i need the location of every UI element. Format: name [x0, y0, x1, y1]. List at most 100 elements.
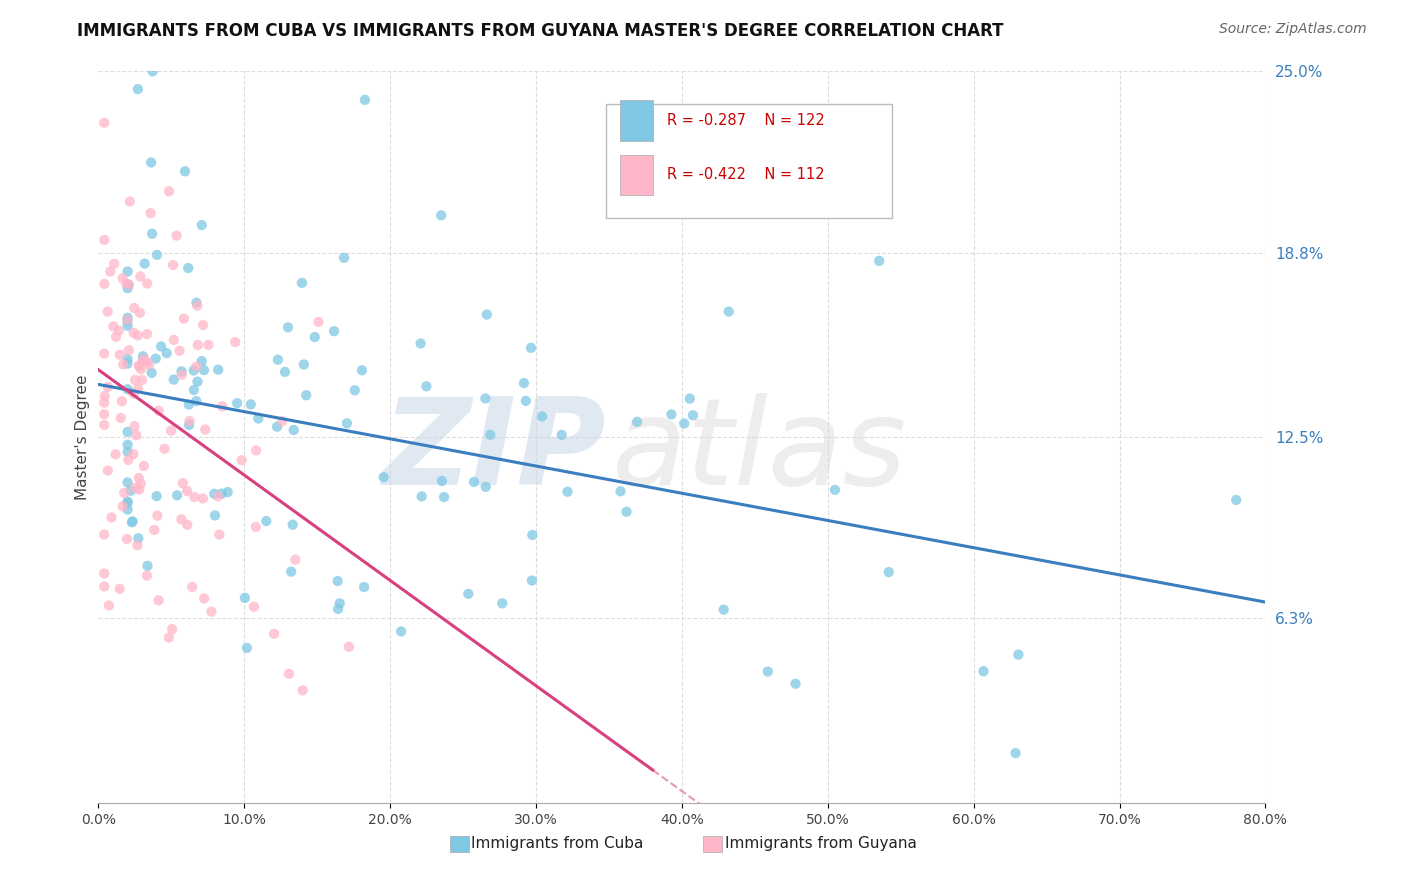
Point — [128, 359, 150, 373]
Point — [824, 483, 846, 497]
Point — [202, 487, 225, 501]
Point — [474, 392, 496, 406]
Point — [291, 683, 314, 698]
Point — [557, 484, 579, 499]
Point — [112, 357, 135, 371]
Point — [93, 527, 115, 541]
Point — [156, 346, 179, 360]
Point — [142, 64, 165, 78]
Point — [277, 320, 299, 334]
Point — [124, 373, 146, 387]
Point — [373, 470, 395, 484]
Point — [354, 93, 377, 107]
Point — [785, 677, 807, 691]
Point — [409, 336, 432, 351]
Point — [122, 386, 145, 401]
Point — [148, 404, 170, 418]
Point — [176, 484, 198, 499]
Point — [245, 443, 267, 458]
Point — [117, 318, 139, 333]
Point — [105, 329, 128, 343]
Point — [136, 277, 159, 291]
Point — [160, 424, 183, 438]
Point — [136, 327, 159, 342]
Point — [132, 352, 155, 367]
Text: Source: ZipAtlas.com: Source: ZipAtlas.com — [1219, 22, 1367, 37]
Point — [124, 481, 146, 495]
Point — [183, 490, 205, 504]
Point — [117, 314, 139, 328]
Point — [117, 264, 139, 278]
Point — [551, 427, 574, 442]
Point — [108, 582, 131, 596]
Point — [186, 295, 208, 310]
Point — [103, 257, 125, 271]
Point — [266, 419, 288, 434]
Point — [491, 596, 513, 610]
Point — [267, 352, 290, 367]
Point — [616, 505, 638, 519]
Point — [292, 358, 315, 372]
Point — [117, 357, 139, 371]
Point — [193, 363, 215, 377]
Point — [128, 483, 150, 497]
Point — [520, 341, 543, 355]
Point — [415, 379, 437, 393]
Point — [122, 326, 145, 340]
Point — [522, 528, 544, 542]
Point — [271, 414, 294, 428]
Point — [323, 324, 346, 338]
Point — [136, 568, 159, 582]
Point — [1004, 746, 1026, 760]
Point — [211, 486, 233, 500]
Point — [463, 475, 485, 489]
Point — [304, 330, 326, 344]
Point — [194, 423, 217, 437]
Point — [661, 408, 683, 422]
Point — [433, 490, 456, 504]
Point — [411, 490, 433, 504]
Point — [129, 476, 152, 491]
Point — [136, 355, 159, 369]
Point — [183, 383, 205, 397]
Point — [118, 194, 141, 209]
Point — [148, 593, 170, 607]
Point — [186, 375, 208, 389]
Point — [117, 475, 139, 490]
Point — [117, 496, 139, 510]
Text: Immigrants from Cuba: Immigrants from Cuba — [471, 837, 644, 851]
Point — [336, 417, 359, 431]
Point — [191, 318, 214, 332]
Point — [117, 281, 139, 295]
Point — [224, 335, 246, 350]
Point — [284, 552, 307, 566]
Point — [120, 483, 142, 498]
Point — [93, 417, 115, 432]
Point — [118, 343, 141, 358]
Point — [139, 206, 162, 220]
Point — [117, 494, 139, 508]
Point — [136, 558, 159, 573]
Text: Immigrants from Guyana: Immigrants from Guyana — [724, 837, 917, 851]
Point — [479, 427, 502, 442]
Point — [337, 640, 360, 654]
Point — [190, 218, 212, 232]
Point — [146, 508, 169, 523]
Point — [93, 233, 115, 247]
Point — [717, 304, 740, 318]
Point — [150, 339, 173, 353]
Point — [283, 423, 305, 437]
Point — [132, 349, 155, 363]
Point — [127, 328, 149, 343]
Point — [129, 362, 152, 376]
Point — [226, 396, 249, 410]
Point — [127, 382, 149, 396]
Point — [134, 256, 156, 270]
Point — [128, 471, 150, 485]
Point — [112, 486, 135, 500]
Point — [868, 253, 890, 268]
Point — [157, 631, 180, 645]
Point — [170, 512, 193, 526]
Point — [118, 277, 141, 292]
Point — [117, 313, 139, 327]
